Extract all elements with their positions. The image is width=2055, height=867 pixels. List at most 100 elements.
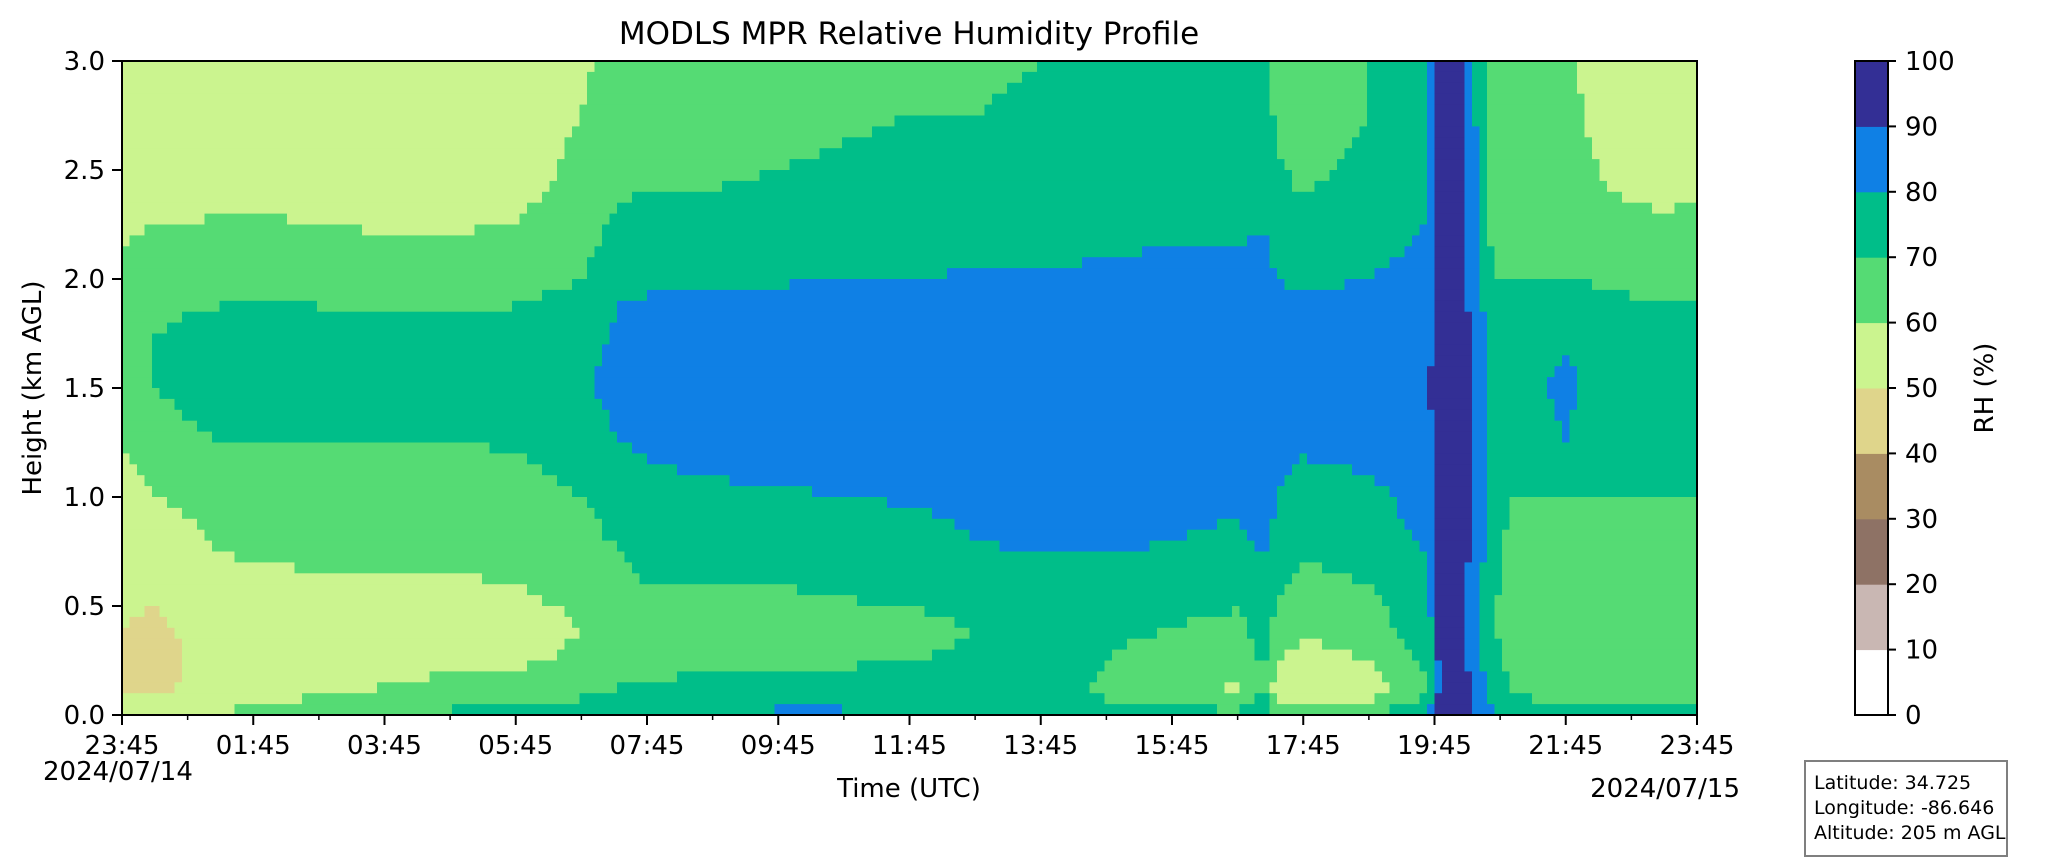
rh-cell	[152, 93, 161, 106]
rh-cell	[294, 93, 303, 106]
rh-cell	[347, 322, 356, 335]
rh-cell	[662, 213, 671, 226]
rh-cell	[714, 61, 723, 73]
rh-cell	[309, 627, 318, 640]
rh-cell	[414, 159, 423, 171]
rh-cell	[587, 137, 596, 149]
rh-cell	[564, 235, 573, 247]
rh-cell	[744, 159, 753, 171]
rh-cell	[512, 475, 521, 487]
rh-cell	[669, 409, 678, 422]
rh-cell	[422, 507, 431, 520]
rh-cell	[594, 660, 603, 672]
rh-cell	[219, 202, 228, 215]
rh-cell	[219, 573, 228, 585]
rh-cell	[542, 180, 551, 193]
rh-cell	[129, 464, 138, 476]
rh-cell	[212, 344, 221, 356]
rh-cell	[347, 61, 356, 73]
rh-cell	[452, 704, 461, 716]
rh-cell	[384, 388, 393, 400]
rh-cell	[519, 660, 528, 672]
rh-cell	[422, 431, 431, 444]
rh-cell	[647, 377, 656, 389]
rh-cell	[392, 224, 401, 236]
rh-cell	[624, 170, 633, 182]
rh-cell	[317, 289, 326, 302]
rh-cell	[512, 420, 521, 433]
rh-cell	[197, 388, 206, 400]
rh-cell	[639, 191, 648, 204]
rh-cell	[167, 682, 176, 694]
rh-cell	[609, 355, 618, 367]
rh-cell	[467, 671, 476, 683]
rh-cell	[639, 388, 648, 400]
rh-cell	[617, 224, 626, 236]
rh-cell	[422, 486, 431, 498]
rh-cell	[572, 431, 581, 444]
rh-cell	[234, 540, 243, 553]
rh-cell	[722, 518, 731, 531]
rh-cell	[317, 224, 326, 236]
rh-cell	[137, 507, 146, 520]
rh-cell	[444, 704, 453, 716]
rh-cell	[527, 82, 536, 95]
rh-cell	[294, 279, 303, 291]
rh-cell	[122, 671, 131, 683]
rh-cell	[452, 224, 461, 236]
rh-cell	[347, 126, 356, 138]
rh-cell	[347, 311, 356, 324]
rh-cell	[189, 497, 198, 509]
rh-cell	[534, 507, 543, 520]
rh-cell	[467, 191, 476, 204]
rh-cell	[129, 573, 138, 585]
rh-cell	[504, 704, 513, 716]
rh-cell	[572, 693, 581, 705]
rh-cell	[264, 115, 273, 127]
rh-cell	[287, 115, 296, 127]
rh-cell	[189, 562, 198, 574]
rh-cell	[647, 137, 656, 149]
rh-cell	[647, 540, 656, 553]
rh-cell	[437, 93, 446, 106]
rh-cell	[459, 289, 468, 302]
rh-cell	[257, 61, 266, 73]
rh-cell	[474, 420, 483, 433]
rh-cell	[144, 464, 153, 476]
rh-cell	[182, 671, 191, 683]
rh-cell	[159, 518, 168, 531]
rh-cell	[129, 606, 138, 618]
rh-cell	[647, 595, 656, 607]
rh-cell	[654, 115, 663, 127]
rh-cell	[227, 573, 236, 585]
rh-cell	[452, 191, 461, 204]
rh-cell	[684, 257, 693, 269]
rh-cell	[714, 409, 723, 422]
rh-cell	[707, 148, 716, 160]
rh-cell	[122, 442, 131, 454]
rh-cell	[287, 627, 296, 640]
rh-cell	[564, 540, 573, 553]
rh-cell	[602, 289, 611, 302]
rh-cell	[287, 409, 296, 422]
rh-cell	[452, 518, 461, 531]
rh-cell	[684, 660, 693, 672]
rh-cell	[347, 671, 356, 683]
rh-cell	[677, 246, 686, 258]
rh-cell	[579, 584, 588, 596]
rh-cell	[707, 61, 716, 73]
rh-cell	[714, 551, 723, 563]
rh-cell	[167, 627, 176, 640]
rh-cell	[339, 126, 348, 138]
rh-cell	[677, 627, 686, 640]
rh-cell	[474, 529, 483, 542]
rh-cell	[369, 420, 378, 433]
rh-cell	[392, 453, 401, 465]
rh-cell	[617, 289, 626, 302]
rh-cell	[542, 257, 551, 269]
rh-cell	[182, 388, 191, 400]
rh-cell	[309, 595, 318, 607]
rh-cell	[437, 606, 446, 618]
rh-cell	[152, 606, 161, 618]
rh-cell	[482, 355, 491, 367]
